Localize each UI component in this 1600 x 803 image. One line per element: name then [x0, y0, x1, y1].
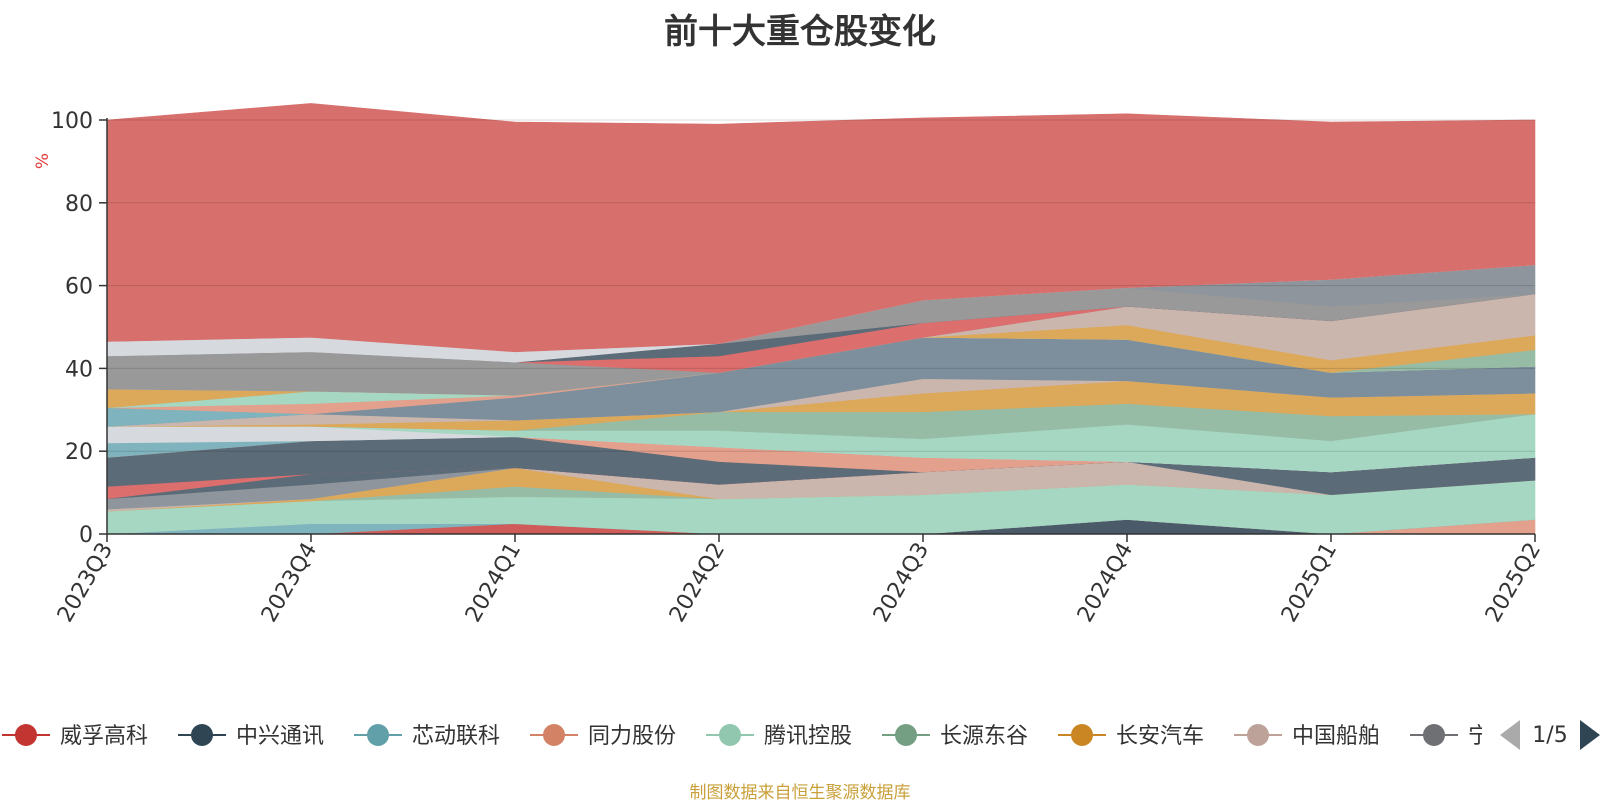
legend: 威孚高科 中兴通讯 芯动联科 同力股份 腾讯控股 长源东谷 长安汽车 中国船舶 宁德时代 1/5	[2, 720, 1600, 750]
x-tick-label: 2025Q2	[1481, 539, 1546, 627]
triangle-right-icon[interactable]	[1580, 720, 1600, 750]
legend-label: 芯动联科	[412, 724, 500, 749]
legend-label: 腾讯控股	[764, 724, 852, 749]
legend-label: 中兴通讯	[236, 724, 324, 749]
grid-lines	[107, 119, 1535, 452]
x-tick-label: 2023Q3	[53, 539, 118, 627]
legend-circle-icon	[1247, 724, 1269, 746]
x-tick-label: 2023Q4	[257, 539, 322, 627]
x-tick-label: 2024Q2	[665, 539, 730, 627]
area-series-group	[106, 103, 1536, 535]
y-tick-label: 60	[65, 275, 93, 300]
stacked-area-chart: 0 20 40 60 80 100 2023Q3 2023Q4 2024Q1 2024Q2 2024…	[33, 103, 1546, 627]
legend-item[interactable]: 同力股份	[530, 724, 676, 749]
legend-circle-icon	[719, 724, 741, 746]
legend-item[interactable]: 长源东谷	[882, 724, 1028, 749]
legend-item[interactable]: 长安汽车	[1058, 724, 1204, 749]
y-tick-label: 100	[51, 109, 93, 134]
legend-circle-icon	[543, 724, 565, 746]
legend-label: 长安汽车	[1116, 724, 1204, 749]
legend-label: 同力股份	[588, 724, 676, 749]
legend-label: 长源东谷	[940, 724, 1028, 749]
y-tick-label: 20	[65, 440, 93, 465]
legend-label: 威孚高科	[60, 724, 148, 749]
x-tick-label: 2025Q1	[1277, 539, 1342, 627]
legend-circle-icon	[15, 724, 37, 746]
legend-item[interactable]: 宁德时代	[1410, 724, 1556, 749]
legend-page-indicator: 1/5	[1532, 723, 1567, 748]
x-tick-label: 2024Q3	[869, 539, 934, 627]
legend-item[interactable]: 中兴通讯	[178, 724, 324, 749]
chart-title: 前十大重仓股变化	[664, 12, 936, 52]
legend-item[interactable]: 芯动联科	[354, 724, 500, 749]
legend-circle-icon	[1423, 724, 1445, 746]
legend-circle-icon	[1071, 724, 1093, 746]
x-tick-label: 2024Q4	[1073, 539, 1138, 627]
y-tick-label: 40	[65, 357, 93, 382]
area-series-32	[106, 103, 1536, 353]
triangle-left-icon[interactable]	[1500, 720, 1520, 750]
legend-label: 宁德时代	[1468, 724, 1556, 749]
y-tick-label: 0	[79, 523, 93, 548]
legend-item[interactable]: 中国船舶	[1234, 724, 1380, 749]
legend-items: 威孚高科 中兴通讯 芯动联科 同力股份 腾讯控股 长源东谷 长安汽车 中国船舶 宁德时代	[2, 724, 1556, 749]
legend-circle-icon	[895, 724, 917, 746]
legend-label: 中国船舶	[1292, 724, 1380, 749]
y-tick-label: 80	[65, 192, 93, 217]
legend-circle-icon	[191, 724, 213, 746]
x-tick-label: 2024Q1	[461, 539, 526, 627]
legend-circle-icon	[367, 724, 389, 746]
data-source-note: 制图数据来自恒生聚源数据库	[689, 783, 911, 803]
legend-item[interactable]: 威孚高科	[2, 724, 148, 749]
legend-pager: 1/5	[1500, 720, 1600, 750]
legend-item[interactable]: 腾讯控股	[706, 724, 852, 749]
y-axis-label: %	[33, 153, 53, 169]
